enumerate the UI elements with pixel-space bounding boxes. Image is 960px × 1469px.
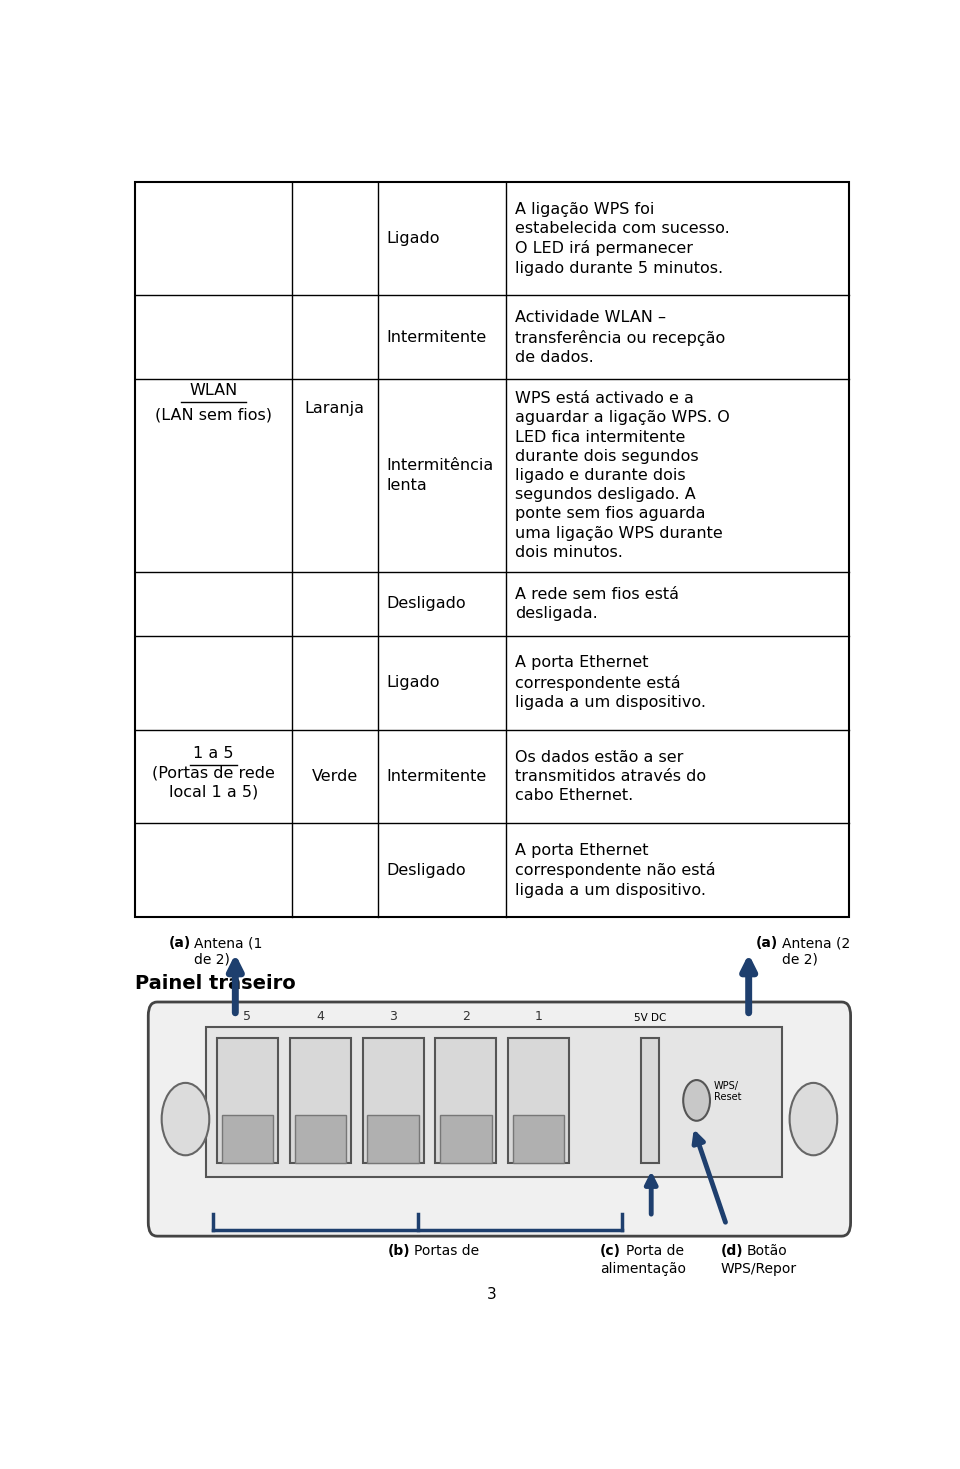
Text: Desligado: Desligado — [387, 596, 467, 611]
Text: A porta Ethernet
correspondente não está
ligada a um dispositivo.: A porta Ethernet correspondente não está… — [516, 843, 716, 898]
Bar — [134, 182, 849, 917]
Text: A ligação WPS foi
estabelecida com sucesso.
O LED irá permanecer
ligado durante : A ligação WPS foi estabelecida com suces… — [516, 201, 730, 276]
Circle shape — [161, 1083, 209, 1155]
Text: (Portas de rede: (Portas de rede — [152, 765, 275, 780]
Text: Verde: Verde — [312, 770, 358, 784]
Text: 5: 5 — [243, 1011, 252, 1024]
Text: Antena (1: Antena (1 — [194, 936, 263, 950]
Bar — [441, 1115, 492, 1162]
Text: de 2): de 2) — [194, 952, 230, 967]
Bar — [436, 1039, 496, 1162]
Text: de 2): de 2) — [782, 952, 818, 967]
Text: WLAN: WLAN — [189, 383, 237, 398]
Text: A rede sem fios está
desligada.: A rede sem fios está desligada. — [516, 586, 680, 621]
Text: (b): (b) — [388, 1244, 411, 1257]
Text: Os dados estão a ser
transmitidos através do
cabo Ethernet.: Os dados estão a ser transmitidos atravé… — [516, 749, 707, 804]
Text: 3: 3 — [389, 1011, 397, 1024]
Text: Laranja: Laranja — [305, 401, 365, 416]
Bar — [217, 1039, 277, 1162]
Bar — [514, 1115, 564, 1162]
Text: (LAN sem fios): (LAN sem fios) — [155, 407, 272, 422]
Text: Intermitência
lenta: Intermitência lenta — [387, 458, 493, 492]
Text: Antena (2: Antena (2 — [782, 936, 851, 950]
Text: Botão: Botão — [747, 1244, 787, 1257]
Text: Intermitente: Intermitente — [387, 770, 487, 784]
Text: local 1 a 5): local 1 a 5) — [169, 784, 258, 801]
Bar — [641, 1039, 660, 1162]
Text: Ligado: Ligado — [387, 231, 440, 247]
Bar — [509, 1039, 569, 1162]
Bar — [222, 1115, 273, 1162]
Text: WPS/
Reset: WPS/ Reset — [713, 1081, 741, 1102]
Bar — [363, 1039, 423, 1162]
Text: WPS/Repor: WPS/Repor — [720, 1262, 797, 1277]
Circle shape — [684, 1080, 710, 1121]
Text: Intermitente: Intermitente — [387, 331, 487, 345]
Text: 4: 4 — [316, 1011, 324, 1024]
FancyBboxPatch shape — [148, 1002, 851, 1235]
Text: Desligado: Desligado — [387, 862, 467, 878]
Text: Portas de: Portas de — [414, 1244, 479, 1257]
Text: Actividade WLAN –
transferência ou recepção
de dados.: Actividade WLAN – transferência ou recep… — [516, 310, 726, 364]
Text: Ligado: Ligado — [387, 676, 440, 690]
Text: WPS está activado e a
aguardar a ligação WPS. O
LED fica intermitente
durante do: WPS está activado e a aguardar a ligação… — [516, 391, 730, 560]
Text: 1 a 5: 1 a 5 — [193, 746, 233, 761]
Text: 2: 2 — [462, 1011, 469, 1024]
Text: Porta de: Porta de — [626, 1244, 684, 1257]
Text: (c): (c) — [600, 1244, 621, 1257]
Text: alimentação: alimentação — [600, 1262, 685, 1277]
Circle shape — [789, 1083, 837, 1155]
Text: 5V DC: 5V DC — [634, 1014, 666, 1024]
Bar — [295, 1115, 346, 1162]
Text: A porta Ethernet
correspondente está
ligada a um dispositivo.: A porta Ethernet correspondente está lig… — [516, 655, 707, 710]
Text: Painel traseiro: Painel traseiro — [134, 974, 296, 993]
Text: (a): (a) — [168, 936, 191, 950]
Text: 1: 1 — [535, 1011, 542, 1024]
Text: (d): (d) — [720, 1244, 743, 1257]
Bar — [368, 1115, 419, 1162]
Text: (a): (a) — [756, 936, 779, 950]
Bar — [205, 1027, 782, 1177]
Text: 3: 3 — [487, 1287, 497, 1302]
Bar — [290, 1039, 350, 1162]
